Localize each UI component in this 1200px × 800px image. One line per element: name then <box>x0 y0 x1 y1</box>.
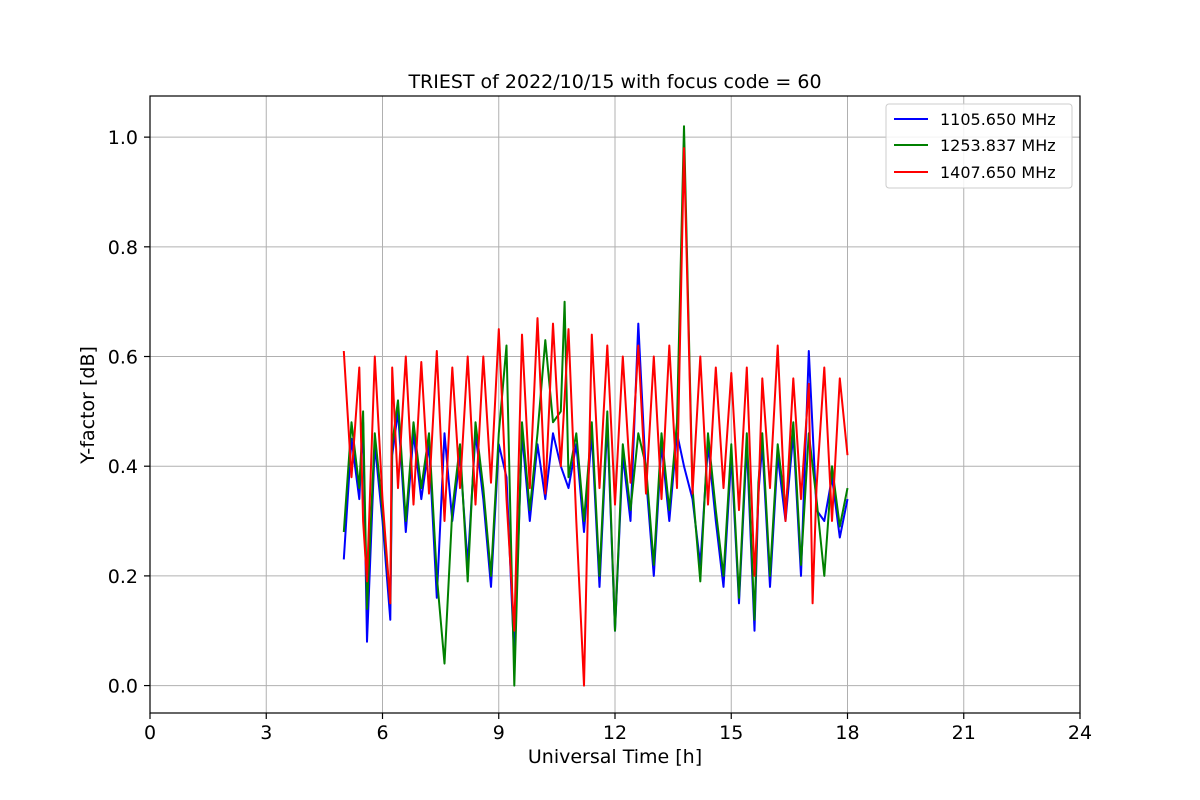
x-axis-label: Universal Time [h] <box>528 746 702 768</box>
legend: 1105.650 MHz 1253.837 MHz 1407.650 MHz <box>885 103 1073 189</box>
legend-box <box>885 103 1073 189</box>
series-lines <box>342 125 849 687</box>
y-tick-label: 0.0 <box>108 676 138 698</box>
x-tick-label: 9 <box>493 722 505 744</box>
axis-ticks: 0 3 6 9 12 15 18 21 24 0.0 0.2 0.4 0.6 0.8 1.0 <box>108 127 1092 744</box>
y-tick-label: 0.2 <box>108 566 138 588</box>
chart-title: TRIEST of 2022/10/15 with focus code = 6… <box>407 71 821 93</box>
legend-label-1105: 1105.650 MHz <box>940 110 1056 129</box>
x-tick-label: 24 <box>1068 722 1092 744</box>
x-tick-label: 21 <box>952 722 976 744</box>
x-tick-label: 6 <box>376 722 388 744</box>
x-tick-label: 0 <box>144 722 156 744</box>
series-line-2 <box>342 147 849 687</box>
x-tick-label: 18 <box>835 722 859 744</box>
y-axis-label: Y-factor [dB] <box>77 346 99 465</box>
y-tick-label: 0.4 <box>108 456 138 478</box>
y-tick-label: 0.8 <box>108 237 138 259</box>
y-tick-label: 1.0 <box>108 127 138 149</box>
x-tick-label: 15 <box>719 722 743 744</box>
legend-label-1407: 1407.650 MHz <box>940 163 1056 182</box>
x-tick-label: 12 <box>603 722 627 744</box>
legend-label-1253: 1253.837 MHz <box>940 136 1056 155</box>
y-tick-label: 0.6 <box>108 347 138 369</box>
x-tick-label: 3 <box>260 722 272 744</box>
